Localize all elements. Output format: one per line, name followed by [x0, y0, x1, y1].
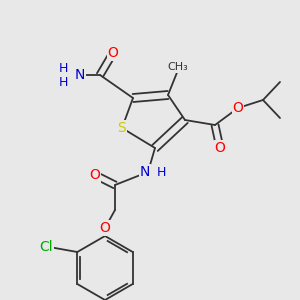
Text: O: O — [108, 46, 118, 60]
Text: H: H — [58, 61, 68, 74]
Text: CH₃: CH₃ — [168, 62, 188, 72]
Text: N: N — [75, 68, 85, 82]
Text: H: H — [58, 76, 68, 88]
Text: N: N — [140, 165, 150, 179]
Text: O: O — [90, 168, 101, 182]
Text: O: O — [214, 141, 225, 155]
Text: Cl: Cl — [40, 240, 53, 254]
Text: O: O — [100, 221, 110, 235]
Text: S: S — [118, 121, 126, 135]
Text: O: O — [232, 101, 243, 115]
Text: H: H — [156, 166, 166, 178]
